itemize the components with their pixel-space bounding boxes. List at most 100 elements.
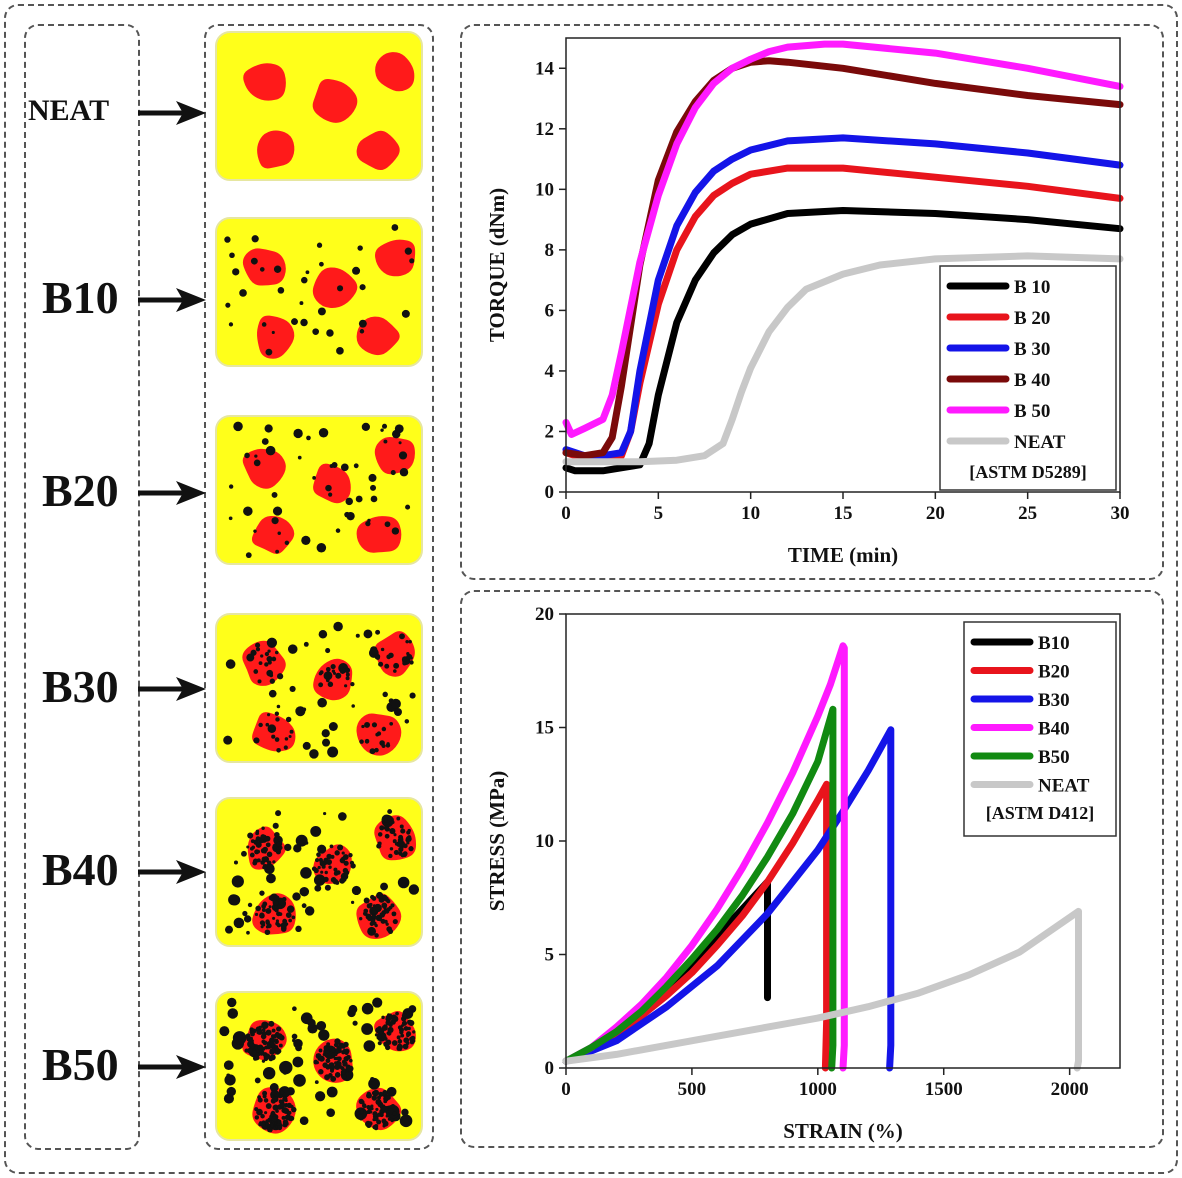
filler-particle xyxy=(265,348,273,356)
filler-particle xyxy=(265,907,272,914)
filler-particle xyxy=(301,903,307,909)
filler-particle xyxy=(266,637,278,648)
filler-particle xyxy=(381,894,388,900)
schematic-b50 xyxy=(215,991,423,1141)
filler-particle xyxy=(274,908,279,913)
filler-particle xyxy=(255,905,261,912)
filler-particle xyxy=(272,1096,279,1103)
filler-particle xyxy=(265,1029,272,1036)
filler-particle xyxy=(355,495,363,503)
filler-particle xyxy=(325,666,331,672)
filler-particle xyxy=(275,810,282,817)
filler-particle xyxy=(270,1123,274,1128)
filler-particle xyxy=(249,852,255,858)
filler-particle xyxy=(378,661,384,667)
legend-label: B20 xyxy=(1038,662,1070,683)
filler-particle xyxy=(269,1050,274,1055)
filler-particle xyxy=(393,849,400,856)
filler-particle xyxy=(333,867,338,872)
filler-particle xyxy=(268,1056,274,1062)
filler-particle xyxy=(330,664,336,670)
filler-particle xyxy=(268,905,272,909)
filler-particle xyxy=(344,684,348,688)
filler-particle xyxy=(276,704,281,709)
filler-particle xyxy=(306,435,311,441)
filler-particle xyxy=(349,1058,353,1063)
filler-particle xyxy=(381,1106,388,1113)
filler-particle xyxy=(274,650,279,655)
filler-particle xyxy=(326,1042,331,1047)
dispersed-domain xyxy=(251,516,295,555)
filler-particle xyxy=(278,1094,283,1099)
arrow-icon xyxy=(138,677,206,701)
filler-particle xyxy=(247,832,254,839)
filler-particle xyxy=(341,851,345,855)
filler-particle xyxy=(383,825,389,831)
x-tick-label: 0 xyxy=(561,503,571,524)
filler-particle xyxy=(350,900,355,904)
filler-particle xyxy=(277,287,285,294)
filler-particle xyxy=(370,484,377,491)
filler-particle xyxy=(301,535,311,546)
legend-note: [ASTM D412] xyxy=(986,803,1095,823)
legend-label: NEAT xyxy=(1014,432,1066,453)
filler-particle xyxy=(371,722,378,728)
y-tick-label: 8 xyxy=(545,240,555,261)
filler-particle xyxy=(361,1002,374,1015)
filler-particle xyxy=(269,673,274,678)
filler-particle xyxy=(357,245,363,251)
stress-strain-chart: 0 500 1000 1500 2000 0 5 10 15 20 STRAIN (%) STRESS… xyxy=(485,604,1121,1143)
filler-particle xyxy=(265,1103,272,1109)
filler-particle xyxy=(330,1052,336,1058)
filler-particle xyxy=(299,301,304,306)
legend-label: NEAT xyxy=(1038,776,1090,797)
filler-particle xyxy=(385,743,391,748)
filler-particle xyxy=(342,1074,347,1079)
filler-particle xyxy=(274,1045,279,1049)
filler-particle xyxy=(261,908,266,913)
filler-particle xyxy=(382,1124,386,1128)
sample-label-b40: B40 xyxy=(42,844,119,896)
filler-particle xyxy=(331,669,336,673)
legend: B10 B20 B30 B40 B50 NEAT [ASTM D412] xyxy=(963,621,1117,837)
filler-particle xyxy=(375,655,381,660)
filler-particle xyxy=(313,1060,318,1065)
filler-particle xyxy=(374,933,379,938)
filler-particle xyxy=(280,1090,285,1095)
filler-particle xyxy=(366,1091,371,1096)
filler-particle xyxy=(359,916,363,921)
filler-particle xyxy=(341,856,345,860)
filler-particle xyxy=(323,1045,330,1051)
filler-particle xyxy=(345,672,350,677)
filler-particle xyxy=(412,1030,416,1034)
filler-particle xyxy=(242,910,248,917)
filler-particle xyxy=(375,907,380,912)
filler-particle xyxy=(359,329,365,334)
legend: B 10 B 20 B 30 B 40 B 50 NEAT [ASTM D5289] xyxy=(939,265,1117,491)
filler-particle xyxy=(373,1116,379,1122)
filler-particle xyxy=(267,724,277,733)
x-tick-label: 20 xyxy=(926,503,945,524)
filler-particle xyxy=(389,828,396,835)
filler-particle xyxy=(263,1098,269,1103)
filler-particle xyxy=(324,884,331,891)
filler-particle xyxy=(257,1044,264,1051)
filler-particle xyxy=(232,1031,247,1045)
filler-particle xyxy=(377,841,382,846)
filler-particle xyxy=(351,885,362,896)
filler-particle xyxy=(382,691,388,698)
filler-particle xyxy=(374,923,378,928)
filler-particle xyxy=(340,1069,346,1075)
filler-particle xyxy=(389,721,394,726)
filler-particle xyxy=(370,1077,375,1082)
legend-label: B 10 xyxy=(1014,277,1050,298)
filler-particle xyxy=(377,1101,384,1108)
filler-particle xyxy=(315,858,320,863)
filler-particle xyxy=(253,529,257,533)
filler-particle xyxy=(372,904,376,908)
filler-particle xyxy=(367,518,371,523)
filler-particle xyxy=(233,860,238,865)
filler-particle xyxy=(384,521,391,528)
filler-particle xyxy=(262,1090,268,1096)
filler-particle xyxy=(378,1091,384,1097)
